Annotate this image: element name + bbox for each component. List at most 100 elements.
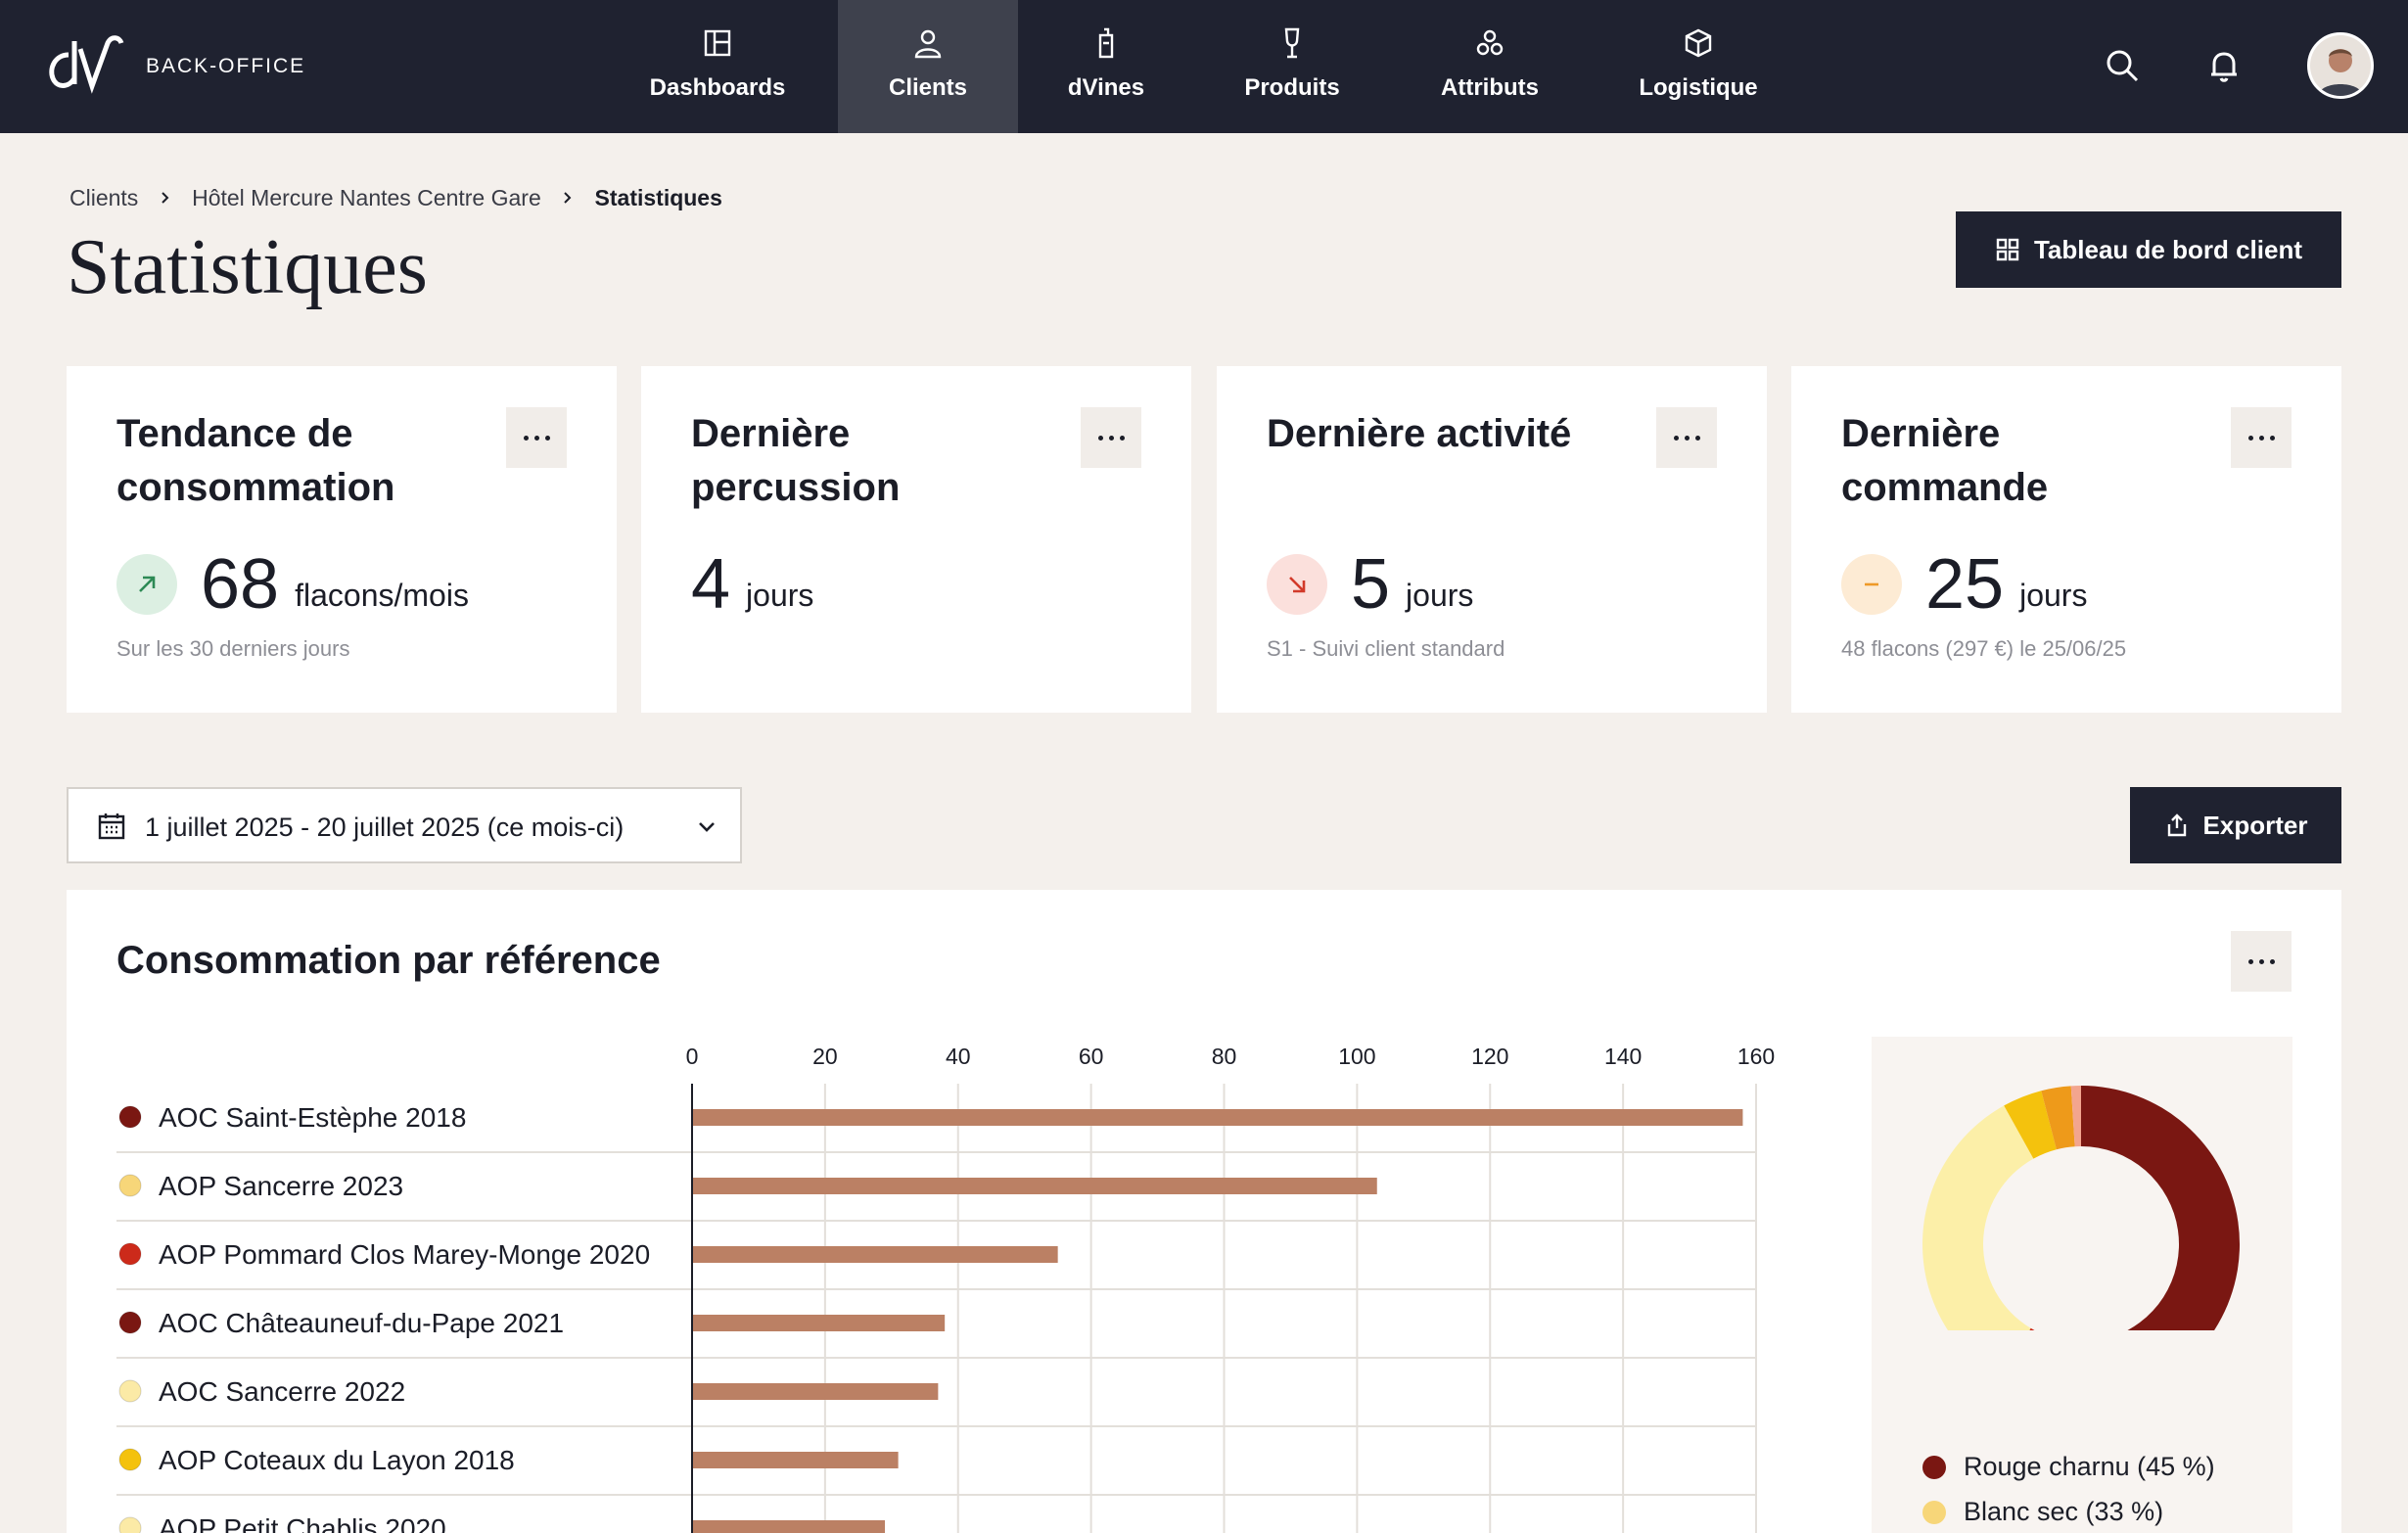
nav-attributs[interactable]: Attributs: [1423, 0, 1556, 133]
date-range-picker[interactable]: 1 juillet 2025 - 20 juillet 2025 (ce moi…: [67, 787, 742, 863]
category-label: AOC Sancerre 2022: [159, 1376, 405, 1407]
breadcrumb-client[interactable]: Hôtel Mercure Nantes Centre Gare: [192, 185, 541, 211]
export-button[interactable]: Exporter: [2130, 787, 2341, 863]
category-label: AOP Sancerre 2023: [159, 1171, 403, 1201]
category-label: AOC Saint-Estèphe 2018: [159, 1102, 466, 1133]
category-color-dot: [118, 1448, 142, 1471]
breadcrumb-current: Statistiques: [594, 185, 722, 211]
x-tick-label: 60: [1079, 1044, 1104, 1069]
x-tick-label: 80: [1212, 1044, 1237, 1069]
bar: [692, 1383, 939, 1400]
brand-label: BACK-OFFICE: [146, 55, 306, 77]
wine-dispenser-icon: [1098, 27, 1114, 59]
x-tick-label: 100: [1338, 1044, 1375, 1069]
nav-dvines[interactable]: dVines: [1047, 0, 1165, 133]
calendar-icon: [98, 813, 125, 840]
nav-label: dVines: [1067, 74, 1145, 101]
category-label: AOP Petit Chablis 2020: [159, 1513, 446, 1533]
logo-icon[interactable]: [47, 35, 125, 96]
category-color-dot: [118, 1379, 142, 1403]
dot-icon: [2258, 958, 2264, 964]
bar: [692, 1246, 1058, 1263]
kpi-value: 25: [1925, 545, 2005, 624]
minus-icon: [1865, 582, 1878, 586]
category-label: AOP Coteaux du Layon 2018: [159, 1445, 515, 1475]
nav-label: Attributs: [1441, 74, 1539, 101]
dot-icon: [2269, 435, 2275, 441]
dot-icon: [2247, 435, 2253, 441]
nav-logistique[interactable]: Logistique: [1627, 0, 1770, 133]
kpi-subtitle: S1 - Suivi client standard: [1267, 636, 1505, 661]
dot-icon: [2258, 435, 2264, 441]
consumption-by-reference-panel: Consommation par référence 0 20 40 60 80 100 1…: [67, 890, 2341, 1533]
legend-label: Blanc sec (33 %): [1964, 1497, 2164, 1526]
legend-dot: [1922, 1500, 1946, 1524]
top-navigation-bar: BACK-OFFICE Dashboards Clients dVines Pr…: [0, 0, 2408, 133]
legend-item: Blanc sec (33 %): [1922, 1497, 2163, 1527]
x-tick-label: 120: [1471, 1044, 1508, 1069]
date-range-value: 1 juillet 2025 - 20 juillet 2025 (ce moi…: [145, 813, 625, 842]
nav-label: Logistique: [1639, 74, 1758, 101]
x-tick-label: 20: [812, 1044, 838, 1069]
chevron-down-icon: [699, 822, 715, 832]
legend-dot: [1922, 1455, 1946, 1479]
trend-up-badge: [116, 554, 177, 615]
category-label: AOP Pommard Clos Marey-Monge 2020: [159, 1239, 650, 1270]
more-options-button[interactable]: [1081, 407, 1141, 468]
kpi-row: 4 jours: [691, 545, 813, 624]
client-dashboard-button[interactable]: Tableau de bord client: [1956, 211, 2341, 288]
kpi-value: 4: [691, 545, 731, 624]
nav-dashboards[interactable]: Dashboards: [636, 0, 799, 133]
dot-icon: [533, 435, 539, 441]
bar: [692, 1520, 886, 1533]
share-icon: [2167, 813, 2186, 837]
bell-icon[interactable]: [2204, 46, 2244, 85]
bar: [692, 1109, 1743, 1126]
category-color-dot: [118, 1242, 142, 1266]
category-label: AOC Châteauneuf-du-Pape 2021: [159, 1308, 564, 1338]
kpi-unit: flacons/mois: [295, 577, 469, 613]
dot-icon: [2247, 958, 2253, 964]
more-options-button[interactable]: [506, 407, 567, 468]
donut-slice: [2004, 1091, 2057, 1159]
wine-glass-icon: [1284, 27, 1300, 59]
trend-flat-badge: [1841, 554, 1902, 615]
attributes-icon: [1476, 29, 1504, 56]
layout-icon: [704, 29, 731, 57]
kpi-subtitle: 48 flacons (297 €) le 25/06/25: [1841, 636, 2127, 661]
kpi-card-last-order: Dernière commande 25 jours 48 flacons (2…: [1791, 366, 2341, 713]
arrow-up-right-icon: [139, 576, 156, 592]
kpi-subtitle: Sur les 30 derniers jours: [116, 636, 350, 661]
arrow-down-right-icon: [1289, 577, 1306, 593]
kpi-row: 25 jours: [1841, 545, 2087, 624]
category-color-dot: [118, 1516, 142, 1533]
kpi-card-last-percussion: Dernière percussion 4 jours: [641, 366, 1191, 713]
kpi-unit: jours: [746, 577, 814, 613]
nav-produits[interactable]: Produits: [1231, 0, 1353, 133]
panel-title: Consommation par référence: [116, 939, 661, 982]
donut-slice: [2070, 1086, 2081, 1147]
more-options-button[interactable]: [2231, 931, 2292, 992]
export-label: Exporter: [2202, 810, 2308, 840]
donut-slice: [1922, 1105, 2034, 1380]
card-title: Tendance de consommation: [116, 412, 395, 509]
bar: [692, 1315, 946, 1331]
donut-slice: [2041, 1086, 2075, 1150]
donut-chart-box: Rouge charnu (45 %) Blanc sec (33 %): [1872, 1037, 2292, 1533]
more-options-button[interactable]: [2231, 407, 2292, 468]
avatar[interactable]: [2307, 32, 2374, 99]
category-color-dot: [118, 1311, 142, 1334]
bar: [692, 1452, 899, 1468]
user-avatar-icon: [2310, 35, 2371, 96]
nav-label: Clients: [888, 74, 967, 101]
x-tick-label: 0: [686, 1044, 699, 1069]
nav-clients[interactable]: Clients: [838, 0, 1018, 133]
kpi-unit: jours: [1406, 577, 1474, 613]
consumption-bar-chart: 0 20 40 60 80 100 120 140 160 AOC Saint-Estèphe 2…: [116, 1044, 1775, 1533]
user-icon: [914, 29, 942, 59]
more-options-button[interactable]: [1656, 407, 1717, 468]
search-icon[interactable]: [2103, 46, 2142, 85]
dot-icon: [1119, 435, 1125, 441]
breadcrumb-clients[interactable]: Clients: [69, 185, 139, 211]
kpi-card-last-activity: Dernière activité 5 jours S1 - Suivi cli…: [1217, 366, 1767, 713]
